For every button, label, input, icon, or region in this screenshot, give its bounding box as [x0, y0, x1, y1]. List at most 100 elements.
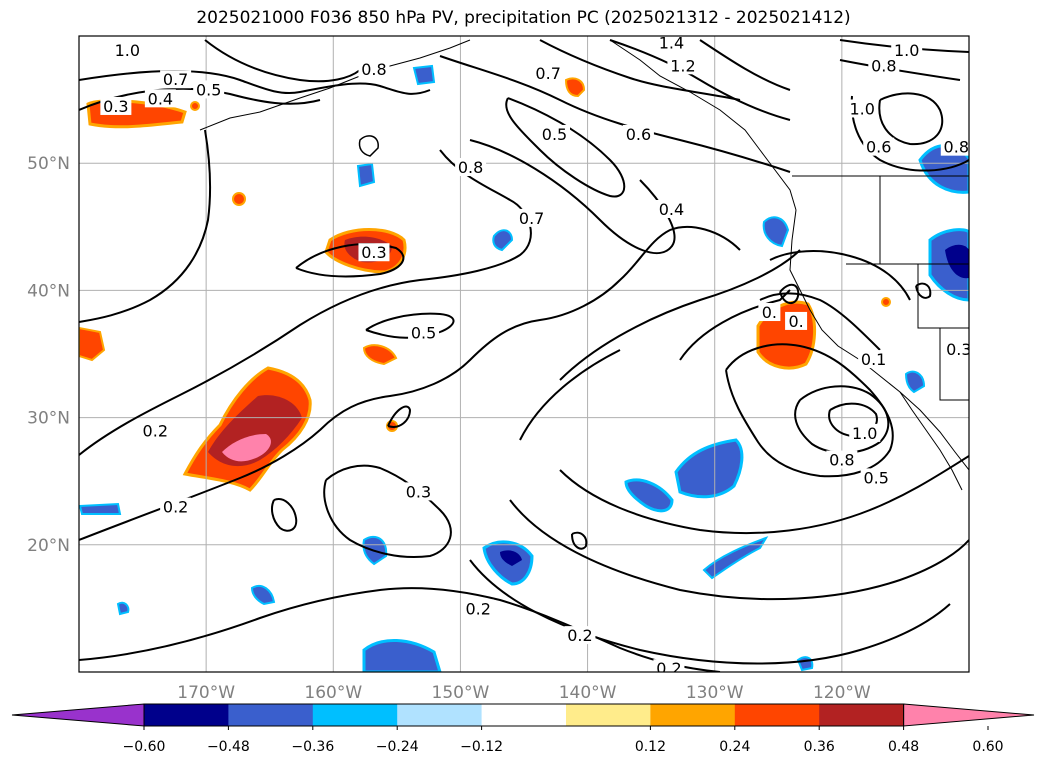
pv-contours [79, 39, 969, 672]
pv-contour [204, 39, 361, 83]
contour-label-bg [358, 60, 390, 79]
pv-contour [539, 39, 741, 101]
precip-area-subtropical-blue-mid [624, 478, 674, 513]
contour-label-bg [402, 482, 434, 501]
contour-label-text: 0.2 [163, 498, 188, 517]
contour-label-text: 0.2 [656, 659, 681, 678]
contour-label-text: 0.1 [861, 350, 886, 369]
colorbar-segment [144, 704, 229, 726]
contour-label-bg [622, 124, 654, 143]
contour-label-bg [943, 339, 969, 358]
pv-contour [469, 139, 676, 255]
pv-contour [725, 343, 894, 478]
pv-contour-label: 0.3 [402, 482, 434, 501]
colorbar-segment [819, 704, 905, 726]
contour-label-bg [860, 468, 892, 487]
contour-label-bg [868, 56, 900, 75]
pv-contour [295, 243, 405, 278]
colorbar-segment [481, 704, 567, 726]
contour-label-bg [655, 199, 687, 218]
lat-tick-label: 40°N [27, 281, 70, 301]
contour-label-bg [846, 99, 878, 118]
contour-label-bg [758, 303, 781, 322]
pv-contour-label: 0.8 [826, 450, 858, 470]
contour-label-bg [785, 311, 808, 330]
pv-contour [839, 59, 961, 81]
pv-contour [850, 95, 969, 172]
contour-label-bg [111, 40, 143, 59]
pv-contour-label: 0.7 [160, 70, 192, 89]
pv-contour-label: 0.5 [193, 80, 225, 99]
precip-area-small-blue [356, 162, 376, 188]
precip-peak-subtropical [222, 434, 271, 462]
contour-label-text: 1.2 [670, 56, 695, 75]
pv-contour [878, 92, 944, 146]
pv-contour [79, 225, 741, 541]
colorbar-tick-label: 0.24 [719, 739, 750, 755]
contour-label-bg [539, 124, 571, 143]
pv-contour [271, 498, 298, 532]
contour-label-text: 0.4 [148, 89, 173, 108]
precip-area-small-red [362, 344, 398, 366]
contour-label-text: 0.6 [866, 138, 891, 157]
colorbar-segment [397, 704, 483, 726]
pv-contour-label: 0.2 [653, 659, 685, 678]
coastline-baja [899, 391, 963, 491]
pv-contour-label: 0.2 [564, 626, 596, 645]
colorbar-segment [228, 704, 314, 726]
precip-area-small-blue [796, 656, 814, 672]
pv-contour [779, 283, 800, 304]
contour-label-bg [849, 423, 881, 442]
pv-contour-label: 0.2 [462, 599, 494, 618]
pv-contour-label: 0.5 [539, 124, 571, 144]
colorbar-tick-label: −0.12 [460, 739, 503, 755]
pv-contour-label: 1.0 [111, 40, 143, 60]
contour-label-text: 0.6 [626, 125, 651, 144]
contour-label-text: 0.3 [946, 340, 971, 359]
pv-contour [387, 405, 412, 428]
contour-label-text: 1.0 [894, 41, 919, 60]
coastline-gulf-of-alaska [609, 39, 797, 211]
coastline-alaska [199, 39, 471, 131]
contour-label-bg [858, 350, 890, 369]
contour-label-text: 0.5 [863, 468, 888, 487]
colorbar-extend-min [11, 703, 145, 727]
pv-contour [559, 455, 969, 535]
pv-contour-label: 1.0 [846, 99, 878, 119]
colorbar-segment [650, 704, 736, 726]
colorbar-tick-label: −0.60 [123, 739, 166, 755]
contour-label-bg [193, 80, 225, 99]
lat-tick-label: 50°N [27, 154, 70, 174]
pv-contour-label: 0.1 [858, 350, 890, 369]
contour-label-text: 0.5 [542, 125, 567, 144]
colorbar: −0.60 −0.48 −0.36 −0.24 −0.12 0.12 0.24 0.36 0.4… [11, 703, 1035, 755]
pv-contour-label: 1.2 [667, 56, 699, 75]
latitude-tick-labels: 20°N 30°N 40°N 50°N [27, 154, 70, 556]
contour-label-text: 0.8 [944, 138, 969, 157]
precip-dot [190, 101, 200, 111]
pv-contour-label: 0.4 [655, 199, 687, 219]
colorbar-tick-label: 0.48 [888, 739, 919, 755]
coastlines [199, 39, 969, 491]
colorbar-tick-label: −0.48 [207, 739, 250, 755]
contour-label-text: 0.8 [829, 451, 854, 470]
precip-area-subtropical-blue-east [674, 438, 744, 499]
pv-contour [679, 289, 791, 361]
pv-contour-label: 0.5 [408, 323, 440, 342]
lon-tick-label: 120°W [813, 683, 871, 703]
precip-area-small-blue [116, 601, 130, 616]
contour-label-text: 1.0 [852, 424, 877, 443]
lon-tick-label: 160°W [304, 683, 362, 703]
precip-area-small-blue [250, 584, 276, 606]
contour-label-text: 0.5 [411, 323, 436, 342]
contour-label-bg [655, 36, 687, 52]
colorbar-tick-label: −0.36 [291, 739, 334, 755]
pv-contour [79, 129, 212, 323]
chart-title: 2025021000 F036 850 hPa PV, precipitatio… [196, 8, 851, 28]
precip-area-south-blue [362, 638, 442, 672]
precip-core-pnw-inland [945, 244, 969, 279]
lat-tick-label: 20°N [27, 536, 70, 556]
contour-label-text: 0.8 [361, 60, 386, 79]
pv-contour [699, 39, 791, 91]
